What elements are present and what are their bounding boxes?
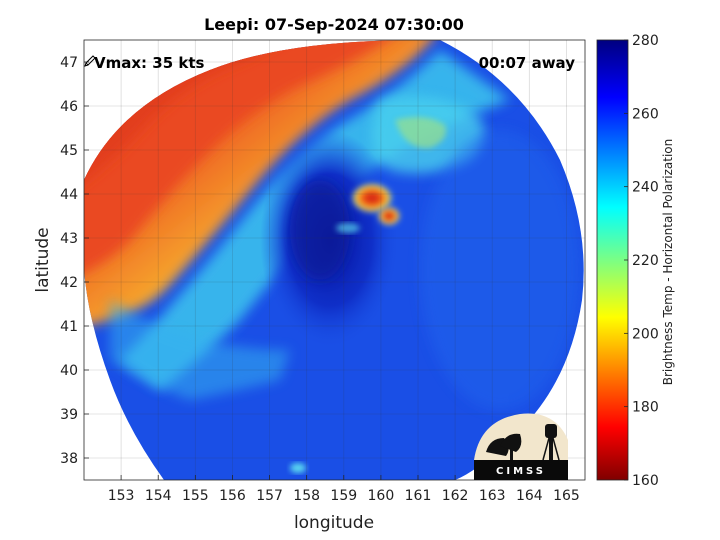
map-gridlines [84,40,585,480]
chart-title: Leepi: 07-Sep-2024 07:30:00 [204,15,464,34]
y-tick-label: 47 [60,55,78,71]
colorbar-tick-label: 260 [632,106,659,122]
colorbar-tick-label: 180 [632,400,659,416]
pencil-icon [84,55,96,67]
x-tick-label: 154 [145,488,172,504]
x-axis-label: longitude [294,513,374,533]
y-axis-label: latitude [33,227,53,292]
x-tick-label: 157 [256,488,283,504]
y-axis-ticks: 38 39 40 41 42 43 44 45 46 47 [60,55,89,467]
x-tick-label: 162 [442,488,469,504]
x-tick-label: 155 [182,488,209,504]
y-tick-label: 39 [60,407,78,423]
y-tick-label: 38 [60,451,78,467]
y-tick-label: 43 [60,231,78,247]
y-tick-label: 45 [60,143,78,159]
colorbar-tick-label: 160 [632,473,659,489]
y-tick-label: 46 [60,99,78,115]
time-away-label: 00:07 away [479,54,576,72]
cimss-logo: CIMSS [474,413,568,480]
colorbar-tick-label: 240 [632,180,659,196]
satellite-swath [84,40,584,480]
y-tick-label: 42 [60,275,78,291]
vmax-label: Vmax: 35 kts [94,54,204,72]
x-tick-label: 153 [108,488,135,504]
logo-text: CIMSS [496,466,546,477]
x-tick-label: 158 [293,488,320,504]
colorbar-tick-label: 280 [632,33,659,49]
colorbar-label: Brightness Temp - Horizontal Polarizatio… [661,139,675,386]
x-tick-label: 156 [219,488,246,504]
x-tick-label: 163 [479,488,506,504]
y-tick-label: 44 [60,187,78,203]
x-axis-ticks: 153 154 155 156 157 158 159 160 161 162 163 164 165 [108,475,580,504]
x-tick-label: 161 [405,488,432,504]
y-tick-label: 40 [60,363,78,379]
x-tick-label: 164 [516,488,543,504]
x-tick-label: 160 [368,488,395,504]
y-tick-label: 41 [60,319,78,335]
x-tick-label: 165 [553,488,580,504]
axes-frame [83,39,586,481]
colorbar [596,39,629,481]
colorbar-ticks: 160 180 200 220 240 260 280 [624,33,659,489]
colorbar-tick-label: 220 [632,253,659,269]
x-tick-label: 159 [330,488,357,504]
map-imagery [84,40,585,480]
colorbar-tick-label: 200 [632,326,659,342]
